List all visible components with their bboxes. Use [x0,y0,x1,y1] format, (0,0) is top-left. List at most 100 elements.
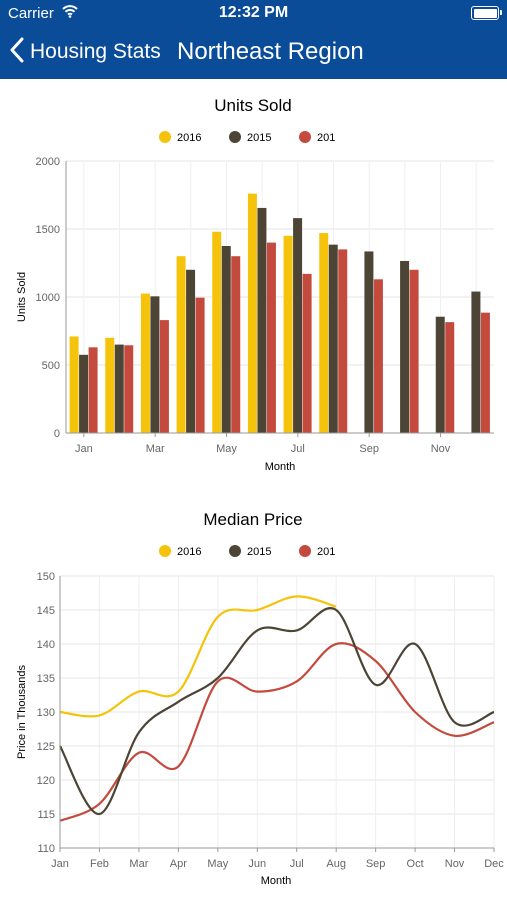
bar-201-Mar [159,320,169,433]
y-tick-label: 130 [37,707,55,719]
x-axis-label: Month [265,461,296,473]
x-tick-label: Jan [51,858,69,870]
x-tick-label: Dec [484,858,504,870]
y-tick-label: 120 [37,775,55,787]
bar-2015-Sep [364,251,374,433]
legend-marker [229,131,241,143]
x-tick-label: Nov [445,858,465,870]
bar-2016-May [212,231,222,433]
bar-201-Oct [409,269,419,433]
back-button[interactable]: Housing Stats [10,37,161,67]
bar-2015-May [221,246,231,433]
legend-label: 201 [317,546,335,558]
bar-2015-Nov [435,316,445,433]
legend-label: 2015 [247,132,271,144]
bar-2015-Apr [186,269,196,433]
legend-marker [159,131,171,143]
x-tick-label: Apr [170,858,187,870]
bar-201-May [231,256,241,433]
chart-axes: 0 500 1000 1500 2000 Jan Mar May Jul Sep Nov [36,156,494,455]
line-series-2016 [59,595,337,718]
units-sold-chart: Units Sold 2016 2015 201 0 500 1000 1500 2000 J… [16,96,494,473]
bar-2015-Jan [79,354,89,433]
x-tick-label: Jun [248,858,266,870]
y-tick-label: 150 [37,571,55,583]
wifi-icon [62,4,78,22]
bar-201-Nov [445,322,455,433]
x-tick-label: Oct [407,858,424,870]
legend-label: 201 [317,132,335,144]
legend-label: 2016 [177,546,201,558]
status-bar: Carrier 12:32 PM [0,0,507,26]
bar-2016-Mar [140,293,150,433]
x-tick-label: Jan [75,443,93,455]
chart-grid [59,575,495,849]
x-tick-label: Mar [129,858,148,870]
y-tick-label: 0 [54,428,60,440]
x-tick-label: Jul [290,858,304,870]
chart-title: Median Price [203,510,302,529]
y-tick-label: 115 [37,809,55,821]
bar-2015-Dec [471,291,481,433]
y-tick-label: 125 [37,741,55,753]
bar-2016-Feb [105,337,115,433]
x-tick-label: Sep [359,443,379,455]
y-tick-label: 2000 [36,156,60,168]
bar-2016-Jun [247,193,257,433]
y-tick-label: 1000 [36,292,60,304]
page-title: Northeast Region [177,38,364,65]
median-price-chart: Median Price 2016 2015 201 110 115 120 125 130… [16,510,504,887]
bar-201-Sep [373,279,383,433]
bar-2015-Jul [293,218,303,433]
y-tick-label: 145 [37,605,55,617]
chevron-left-icon [10,37,24,68]
x-tick-label: Jul [291,443,305,455]
bar-2016-Jan [69,336,79,433]
line-series-2015 [59,607,495,816]
x-tick-label: Aug [326,858,346,870]
chart-legend: 2016 2015 201 [159,545,335,558]
chart-legend: 2016 2015 201 [159,131,335,144]
status-time: 12:32 PM [218,4,289,21]
nav-row: Housing Stats Northeast Region [0,26,507,79]
y-axis-label: Units Sold [16,272,28,322]
bar-201-Aug [338,249,348,433]
bar-2016-Apr [176,256,186,433]
battery-icon [471,6,502,20]
legend-marker [229,545,241,557]
bar-2015-Oct [400,260,410,433]
y-tick-label: 110 [37,843,55,855]
y-tick-label: 135 [37,673,55,685]
line-series-201 [59,642,495,822]
x-tick-label: Feb [90,858,109,870]
bar-2015-Mar [150,296,160,433]
bar-201-Dec [480,312,490,433]
bar-2015-Feb [114,344,124,433]
x-tick-label: Mar [146,443,165,455]
carrier-label: Carrier [8,5,54,22]
bar-201-Jan [88,347,98,433]
x-tick-label: May [207,858,228,870]
bar-2015-Jun [257,207,267,433]
chart-bars [69,193,490,433]
y-tick-label: 1500 [36,224,60,236]
bar-201-Apr [195,297,205,433]
x-axis-label: Month [261,875,292,887]
legend-label: 2016 [177,132,201,144]
legend-marker [299,131,311,143]
x-tick-label: Sep [366,858,386,870]
chart-lines [59,595,495,822]
y-tick-label: 500 [42,360,60,372]
bar-2016-Aug [319,233,329,433]
legend-marker [299,545,311,557]
bar-201-Jun [266,242,276,433]
y-axis-label: Price in Thousands [16,665,28,759]
back-button-label: Housing Stats [30,40,161,63]
y-tick-label: 140 [37,639,55,651]
navigation-bar: Carrier 12:32 PM Housing Stats Northeast… [0,0,507,79]
bar-2015-Aug [328,244,338,433]
chart-title: Units Sold [214,96,291,115]
legend-label: 2015 [247,546,271,558]
bar-201-Feb [124,345,134,433]
bar-201-Jul [302,273,312,433]
